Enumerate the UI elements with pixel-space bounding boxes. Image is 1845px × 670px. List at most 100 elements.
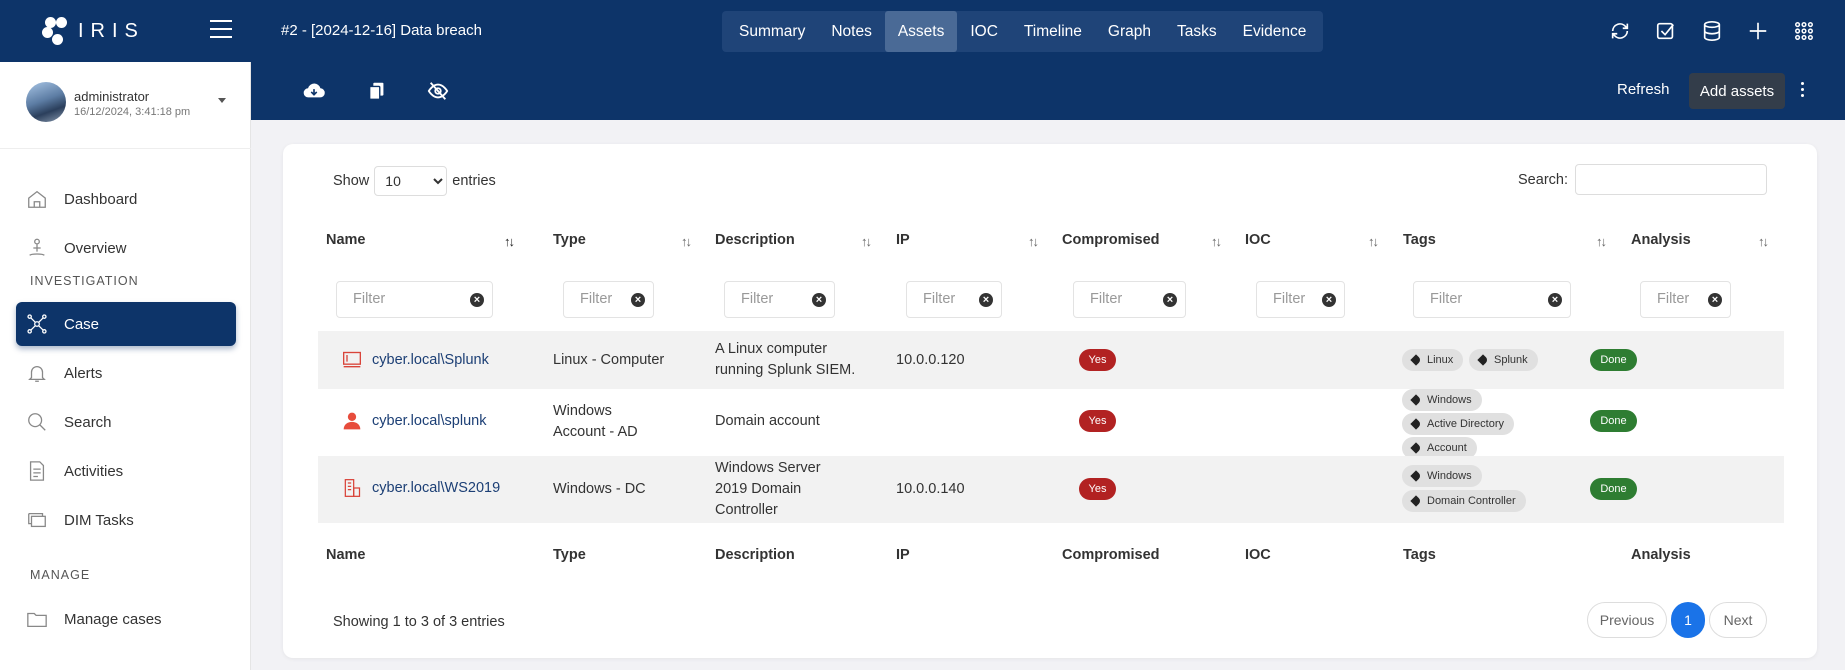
- sidebar-item-case[interactable]: Case: [16, 302, 236, 346]
- eye-slash-icon[interactable]: [427, 80, 449, 102]
- plus-icon[interactable]: [1747, 20, 1769, 42]
- sidebar-item-alerts[interactable]: Alerts: [16, 351, 236, 395]
- next-page-button[interactable]: Next: [1709, 602, 1767, 638]
- sort-icon[interactable]: ↑↓: [861, 234, 872, 249]
- user-name: administrator: [74, 89, 150, 104]
- tag: Windows: [1402, 465, 1482, 487]
- sidebar-item-label: Overview: [64, 239, 127, 257]
- sort-icon[interactable]: ↑↓: [1211, 234, 1222, 249]
- filter-placeholder: Filter: [353, 291, 386, 307]
- sidebar: administrator 16/12/2024, 3:41:18 pm Das…: [0, 62, 251, 670]
- sidebar-item-overview[interactable]: Overview: [16, 226, 236, 270]
- sidebar-item-dim-tasks[interactable]: DIM Tasks: [16, 498, 236, 542]
- filter-description[interactable]: Filter ×: [724, 281, 835, 318]
- tab-summary[interactable]: Summary: [739, 23, 806, 40]
- refresh-icon[interactable]: [1609, 20, 1631, 42]
- tag-icon: [1410, 442, 1422, 454]
- page-1-button[interactable]: 1: [1671, 602, 1705, 638]
- user-menu[interactable]: administrator 16/12/2024, 3:41:18 pm: [26, 82, 236, 126]
- add-assets-button[interactable]: Add assets: [1689, 73, 1785, 109]
- clear-filter-icon[interactable]: ×: [1322, 293, 1336, 307]
- brand-name: IRIS: [78, 19, 145, 42]
- table-row: cyber.local\WS2019 Windows - DC Windows …: [318, 456, 1784, 523]
- person-pin-icon: [29, 238, 45, 256]
- page-size-select[interactable]: 10: [374, 166, 448, 196]
- sidebar-item-label: Manage cases: [64, 610, 162, 628]
- avatar: [26, 82, 66, 122]
- filter-type[interactable]: Filter ×: [563, 281, 654, 318]
- asset-description: Windows Server 2019 Domain Controller: [715, 460, 821, 518]
- more-options-icon[interactable]: [1801, 82, 1805, 98]
- column-header-tags[interactable]: Tags: [1403, 232, 1436, 248]
- refresh-button[interactable]: Refresh: [1617, 81, 1670, 98]
- footer-type: Type: [553, 547, 586, 563]
- search-input[interactable]: [1575, 164, 1767, 195]
- clear-filter-icon[interactable]: ×: [1548, 293, 1562, 307]
- previous-page-button[interactable]: Previous: [1587, 602, 1667, 638]
- column-header-name[interactable]: Name: [326, 232, 366, 248]
- brand[interactable]: IRIS: [0, 0, 251, 62]
- sort-icon[interactable]: ↑↓: [1596, 234, 1607, 249]
- sidebar-item-manage-cases[interactable]: Manage cases: [16, 597, 236, 641]
- tab-evidence[interactable]: Evidence: [1242, 23, 1307, 40]
- column-header-type[interactable]: Type: [553, 232, 586, 248]
- caret-down-icon[interactable]: [218, 98, 226, 103]
- computer-icon: [343, 351, 361, 368]
- sidebar-item-label: DIM Tasks: [64, 511, 134, 529]
- checkbox-icon[interactable]: [1655, 20, 1677, 42]
- column-header-compromised[interactable]: Compromised: [1062, 232, 1160, 248]
- sidebar-item-activities[interactable]: Activities: [16, 449, 236, 493]
- tag-icon: [1410, 418, 1422, 430]
- copy-icon[interactable]: [366, 80, 388, 102]
- grid-icon[interactable]: [1793, 20, 1815, 42]
- compromised-badge: Yes: [1079, 349, 1116, 371]
- filter-analysis[interactable]: Filter ×: [1640, 281, 1731, 318]
- asset-description: A Linux computer running Splunk SIEM.: [715, 341, 856, 378]
- filter-name[interactable]: Filter ×: [336, 281, 493, 318]
- column-header-ioc[interactable]: IOC: [1245, 232, 1271, 248]
- sort-icon[interactable]: ↑↓: [1368, 234, 1379, 249]
- clear-filter-icon[interactable]: ×: [979, 293, 993, 307]
- sidebar-item-label: Dashboard: [64, 190, 138, 208]
- database-icon[interactable]: [1701, 20, 1723, 42]
- column-header-description[interactable]: Description: [715, 232, 795, 248]
- show-label: Show: [333, 173, 370, 189]
- tab-timeline[interactable]: Timeline: [1023, 23, 1082, 40]
- menu-toggle-icon[interactable]: [210, 20, 232, 38]
- network-icon: [27, 314, 47, 334]
- tag-icon: [1410, 354, 1422, 366]
- sort-icon[interactable]: ↑↓: [1758, 234, 1769, 249]
- sidebar-item-search[interactable]: Search: [16, 400, 236, 444]
- filter-compromised[interactable]: Filter ×: [1073, 281, 1186, 318]
- entries-label: entries: [452, 173, 496, 189]
- tag: Windows: [1402, 389, 1482, 411]
- sort-icon[interactable]: ↑↓: [1028, 234, 1039, 249]
- column-header-ip[interactable]: IP: [896, 232, 910, 248]
- tag: Linux: [1402, 349, 1464, 371]
- asset-name-link[interactable]: cyber.local\splunk: [372, 413, 487, 429]
- tab-assets[interactable]: Assets: [884, 11, 958, 52]
- column-header-analysis[interactable]: Analysis: [1631, 232, 1691, 248]
- asset-name-link[interactable]: cyber.local\Splunk: [372, 352, 489, 368]
- asset-name-link[interactable]: cyber.local\WS2019: [372, 480, 501, 496]
- footer-compromised: Compromised: [1062, 547, 1160, 563]
- cloud-download-icon[interactable]: [303, 80, 325, 102]
- filter-ip[interactable]: Filter ×: [906, 281, 1002, 318]
- sort-icon[interactable]: ↑↓: [504, 234, 515, 249]
- sort-icon[interactable]: ↑↓: [681, 234, 692, 249]
- footer-name: Name: [326, 547, 366, 563]
- filter-tags[interactable]: Filter ×: [1413, 281, 1571, 318]
- clear-filter-icon[interactable]: ×: [1163, 293, 1177, 307]
- tab-tasks[interactable]: Tasks: [1177, 23, 1217, 40]
- clear-filter-icon[interactable]: ×: [631, 293, 645, 307]
- tab-notes[interactable]: Notes: [831, 23, 872, 40]
- clear-filter-icon[interactable]: ×: [812, 293, 826, 307]
- clear-filter-icon[interactable]: ×: [470, 293, 484, 307]
- clear-filter-icon[interactable]: ×: [1708, 293, 1722, 307]
- sidebar-item-dashboard[interactable]: Dashboard: [16, 177, 236, 221]
- table-row: cyber.local\splunk Windows Account - AD D…: [318, 389, 1784, 459]
- tab-graph[interactable]: Graph: [1107, 23, 1151, 40]
- filter-ioc[interactable]: Filter ×: [1256, 281, 1345, 318]
- tab-ioc[interactable]: IOC: [970, 23, 998, 40]
- section-manage: MANAGE: [30, 568, 91, 582]
